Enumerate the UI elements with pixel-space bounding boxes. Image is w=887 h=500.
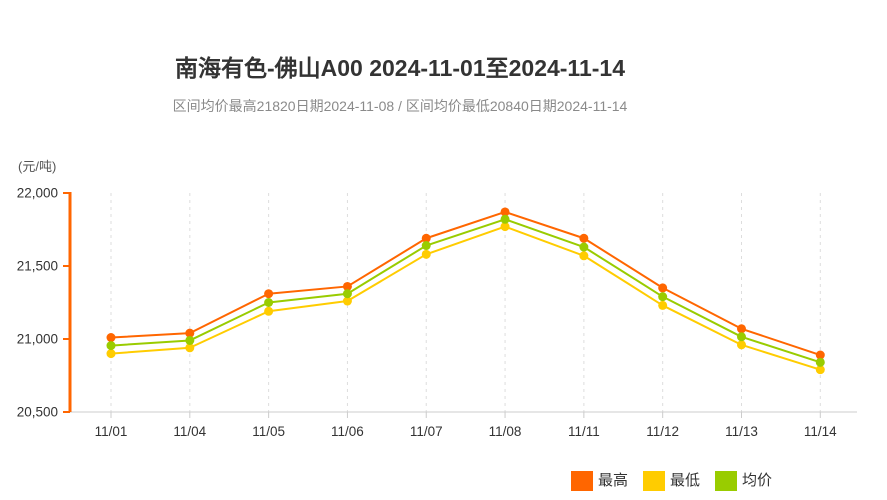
legend-label-min: 最低 bbox=[670, 472, 701, 489]
legend: 最高 最低 均价 bbox=[571, 471, 772, 491]
data-point-均价 bbox=[106, 341, 116, 351]
legend-swatch-min-icon bbox=[643, 471, 666, 491]
data-point-最高 bbox=[815, 350, 825, 360]
data-point-最高 bbox=[342, 281, 352, 291]
data-point-最低 bbox=[106, 349, 116, 359]
y-axis-label: 20,500 bbox=[17, 405, 58, 420]
x-axis-label: 11/11 bbox=[568, 424, 600, 439]
legend-label-max: 最高 bbox=[598, 472, 629, 489]
data-point-最高 bbox=[500, 207, 510, 217]
data-point-最低 bbox=[421, 249, 431, 259]
legend-label-avg: 均价 bbox=[742, 472, 773, 489]
y-axis-label: 22,000 bbox=[17, 186, 58, 201]
x-axis-label: 11/06 bbox=[331, 424, 364, 439]
data-point-最高 bbox=[658, 283, 668, 293]
data-point-最低 bbox=[185, 343, 195, 353]
data-point-均价 bbox=[264, 298, 274, 307]
data-point-均价 bbox=[185, 335, 195, 345]
data-point-最低 bbox=[658, 300, 668, 310]
x-axis-label: 11/05 bbox=[252, 424, 285, 439]
y-axis-label: 21,500 bbox=[17, 259, 58, 274]
data-point-均价 bbox=[815, 357, 825, 367]
data-point-最低 bbox=[815, 365, 825, 375]
data-point-最低 bbox=[500, 222, 510, 232]
data-point-均价 bbox=[658, 292, 668, 302]
series-line-均价 bbox=[110, 218, 821, 364]
x-axis-label: 11/14 bbox=[804, 424, 837, 439]
data-point-最高 bbox=[736, 324, 746, 334]
chart-title: 南海有色-佛山A00 2024-11-01至2024-11-14 bbox=[174, 55, 625, 81]
x-axis-label: 11/13 bbox=[725, 424, 758, 439]
data-point-最高 bbox=[421, 233, 431, 243]
data-point-均价 bbox=[500, 214, 510, 224]
data-point-最低 bbox=[342, 296, 352, 306]
x-axis-label: 11/01 bbox=[95, 424, 128, 439]
x-axis-label: 11/04 bbox=[173, 424, 206, 439]
legend-swatch-max-icon bbox=[571, 471, 593, 491]
data-point-均价 bbox=[736, 332, 746, 342]
data-point-最高 bbox=[106, 333, 116, 343]
y-axis-label: 21,000 bbox=[17, 332, 58, 347]
data-point-最高 bbox=[264, 289, 274, 299]
x-axis-label: 11/12 bbox=[646, 424, 679, 439]
data-point-最高 bbox=[579, 233, 589, 243]
legend-item-min[interactable]: 最低 bbox=[643, 471, 700, 491]
series-line-最高 bbox=[110, 210, 821, 357]
legend-item-max[interactable]: 最高 bbox=[571, 471, 628, 491]
chart-subtitle: 区间均价最高21820日期2024-11-08 / 区间均价最低20840日期2… bbox=[172, 98, 628, 114]
data-point-最低 bbox=[264, 306, 274, 316]
data-point-最低 bbox=[579, 251, 589, 261]
x-axis-label: 11/08 bbox=[489, 424, 522, 439]
series-line-最低 bbox=[110, 225, 821, 371]
data-point-均价 bbox=[579, 242, 589, 252]
data-point-均价 bbox=[342, 289, 352, 299]
legend-swatch-avg-icon bbox=[715, 471, 738, 491]
y-axis-unit-label: (元/吨) bbox=[18, 159, 57, 174]
legend-item-avg[interactable]: 均价 bbox=[715, 471, 772, 491]
x-axis-label: 11/07 bbox=[410, 424, 443, 439]
data-point-均价 bbox=[421, 241, 431, 251]
data-point-最低 bbox=[736, 340, 746, 350]
data-point-最高 bbox=[185, 328, 195, 338]
